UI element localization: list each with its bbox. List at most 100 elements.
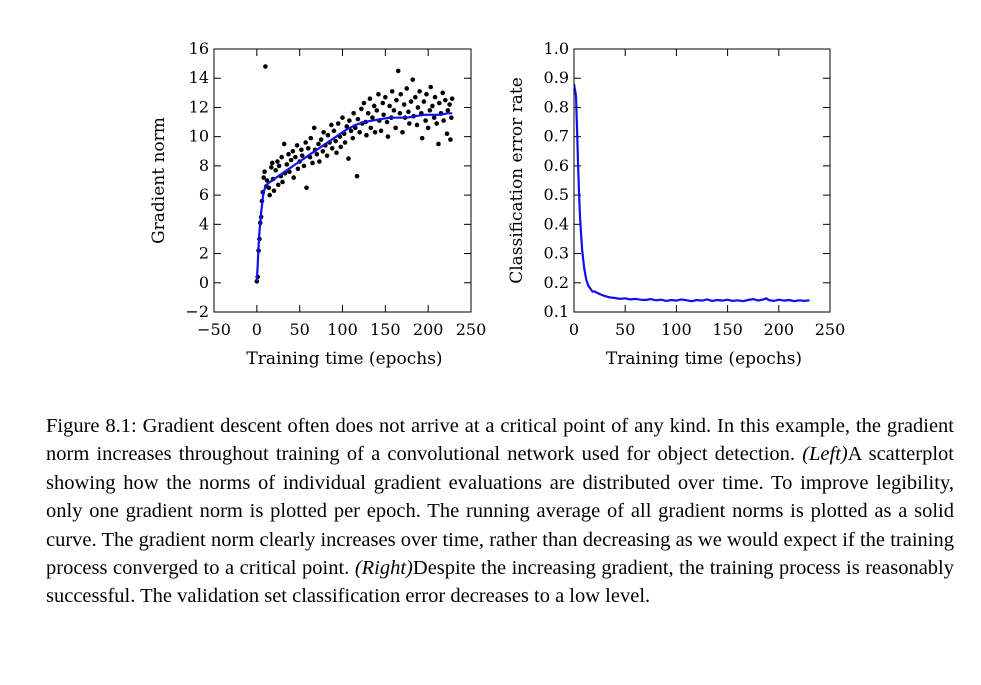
right-y-axis-title: Classification error rate xyxy=(507,77,527,284)
left-y-tick-label: 14 xyxy=(189,68,209,87)
left-scatter-point xyxy=(367,96,373,101)
left-scatter-point xyxy=(394,97,399,103)
left-x-tick-label: −50 xyxy=(197,320,231,339)
left-scatter-point xyxy=(424,91,429,97)
left-scatter-point xyxy=(290,148,296,154)
left-scatter-point xyxy=(440,90,446,96)
left-scatter-point xyxy=(286,151,291,157)
left-scatter-point xyxy=(340,115,345,120)
left-scatter-point xyxy=(370,115,375,120)
left-scatter-point xyxy=(387,103,392,109)
left-scatter-point xyxy=(293,154,298,160)
left-scatter-point xyxy=(291,175,296,180)
right-plot-area xyxy=(574,83,810,303)
right-y-tick-label: 0.4 xyxy=(544,214,569,233)
figure-8-1: −50 0 50 100 150 200 250 −2 0 2 4 6 8 10 12 14 16 Trainin… xyxy=(149,39,845,369)
right-y-tick-label: 0.9 xyxy=(544,68,569,87)
left-scatter-point xyxy=(431,115,437,120)
left-scatter-point xyxy=(263,64,268,69)
left-scatter-point xyxy=(419,135,425,141)
left-y-tick-label: 12 xyxy=(189,97,209,116)
left-scatter-point xyxy=(376,91,381,97)
left-scatter-point xyxy=(371,103,377,109)
left-scatter-point xyxy=(310,160,315,166)
right-x-tick-label: 200 xyxy=(764,320,795,339)
left-y-tick-label: 6 xyxy=(199,185,209,204)
left-scatter-point xyxy=(430,103,435,109)
left-scatter-point xyxy=(275,182,281,188)
left-scatter-point xyxy=(266,185,272,191)
left-scatter-point xyxy=(318,137,324,142)
left-scatter-point xyxy=(271,188,277,194)
left-x-tick-label: 150 xyxy=(370,320,401,339)
left-scatter-point xyxy=(354,173,360,179)
left-scatter-point xyxy=(448,137,453,142)
right-x-tick-label: 250 xyxy=(815,320,846,339)
left-axes-frame xyxy=(213,48,472,313)
left-y-axis-title: Gradient norm xyxy=(149,117,169,244)
right-panel-error-rate: 0 50 100 150 200 250 0.1 0.2 0.3 0.4 0.5 0.6 0.7 0.8 0… xyxy=(507,39,845,369)
right-y-tick-label: 0.7 xyxy=(544,127,569,146)
left-scatter-point xyxy=(391,108,397,113)
left-scatter-point xyxy=(347,118,352,123)
left-scatter-point xyxy=(380,100,386,106)
left-scatter-point xyxy=(280,179,285,185)
caption-suffix: Despite the increasing gradient, the tra… xyxy=(46,557,954,608)
left-scatter-point xyxy=(267,192,272,198)
left-panel-gradient-norm: −50 0 50 100 150 200 250 −2 0 2 4 6 8 10 12 14 16 Trainin… xyxy=(149,39,486,369)
left-scatter-point xyxy=(401,102,407,107)
left-scatter-point xyxy=(389,89,395,94)
left-scatter-point xyxy=(368,125,374,131)
right-y-tick-label: 0.2 xyxy=(544,273,569,292)
left-scatter-point xyxy=(357,129,362,135)
left-scatter-point xyxy=(447,102,452,107)
left-scatter-point xyxy=(397,110,403,116)
left-scatter-point xyxy=(410,77,416,82)
left-scatter-point xyxy=(320,148,326,154)
left-scatter-point xyxy=(273,167,278,173)
right-y-tick-label: 0.3 xyxy=(544,244,569,263)
left-scatter-point xyxy=(308,135,314,141)
left-scatter-point xyxy=(321,129,326,135)
left-scatter-point xyxy=(317,159,322,164)
left-scatter-point xyxy=(261,175,266,180)
left-scatter-point xyxy=(372,129,378,135)
left-scatter-point xyxy=(408,99,414,104)
left-scatter-point xyxy=(311,125,317,131)
left-scatter-point xyxy=(314,151,320,157)
left-scatter-point xyxy=(428,84,434,90)
left-scatter-point xyxy=(348,128,354,134)
left-scatter-point xyxy=(350,135,356,141)
right-y-tick-label: 0.1 xyxy=(544,302,569,321)
left-scatter-point xyxy=(381,112,386,118)
left-scatter-point xyxy=(425,125,431,131)
left-scatter-point xyxy=(374,108,380,113)
left-scatter-point xyxy=(400,129,405,135)
left-x-tick-label: 50 xyxy=(289,320,309,339)
left-x-axis-title: Training time (epochs) xyxy=(246,349,442,369)
left-scatter-point xyxy=(361,100,367,106)
left-scatter-point xyxy=(305,146,311,151)
right-x-tick-label: 0 xyxy=(569,320,579,339)
left-scatter-point xyxy=(414,122,420,128)
left-y-tick-label: −2 xyxy=(185,302,209,321)
left-scatter-point xyxy=(359,106,364,112)
right-y-tick-label: 0.6 xyxy=(544,156,569,175)
left-y-tick-label: 0 xyxy=(199,273,209,292)
left-scatter-point xyxy=(445,108,451,113)
left-scatter-point xyxy=(398,91,404,97)
right-y-tick-label: 0.5 xyxy=(544,185,569,204)
left-scatter-point xyxy=(421,99,427,104)
left-x-tick-label: 100 xyxy=(327,320,358,339)
left-scatter-point xyxy=(413,94,418,100)
left-scatter-point xyxy=(393,125,398,131)
left-series-line xyxy=(255,112,453,282)
left-scatter-point xyxy=(351,110,356,116)
left-scatter-point xyxy=(384,119,390,125)
left-scatter-point xyxy=(385,134,391,139)
left-scatter-point xyxy=(423,118,428,123)
right-series-line xyxy=(574,83,810,303)
left-scatter-point xyxy=(254,279,260,284)
left-scatter-point xyxy=(406,109,411,115)
right-x-tick-label: 150 xyxy=(712,320,743,339)
